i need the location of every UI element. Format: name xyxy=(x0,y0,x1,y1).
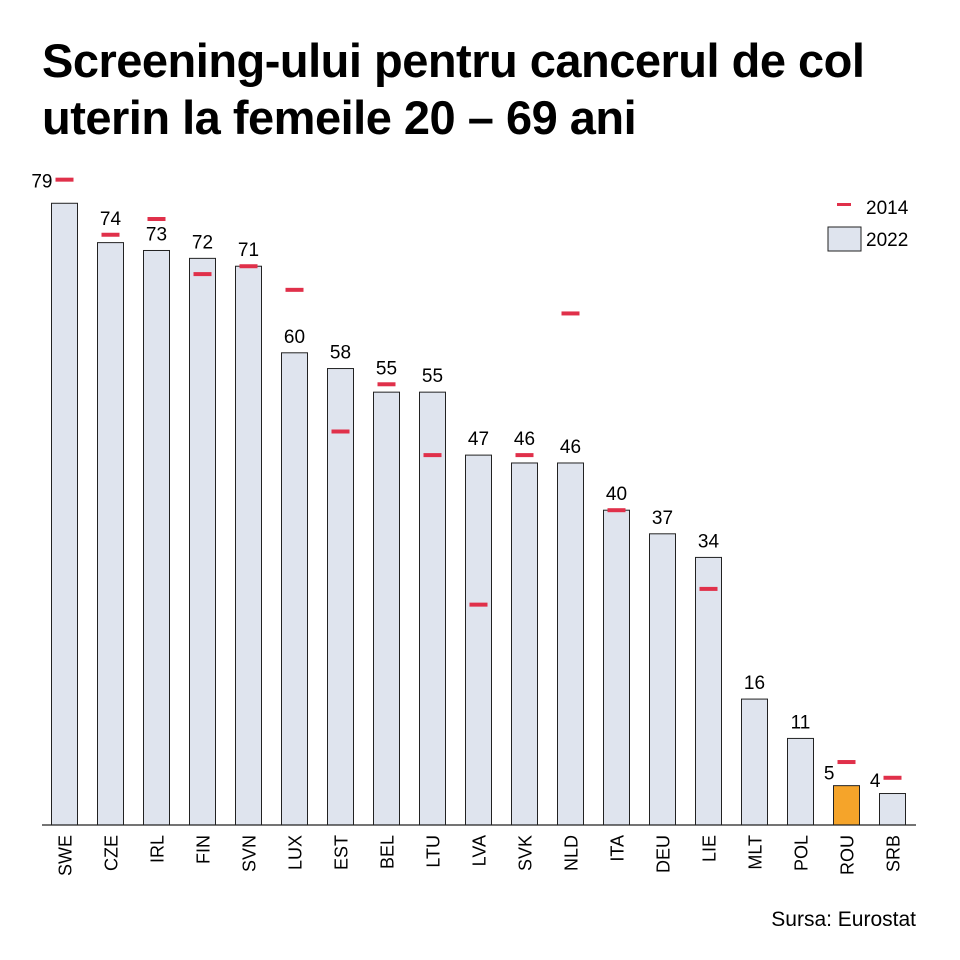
x-tick-label-CZE: CZE xyxy=(102,835,122,871)
value-label-LIE: 34 xyxy=(698,531,720,552)
x-tick-label-LTU: LTU xyxy=(424,835,444,868)
bar-LVA xyxy=(465,454,492,826)
x-tick-label-FIN: FIN xyxy=(194,835,214,864)
value-label-SWE: 79 xyxy=(31,172,52,193)
marker-2014-ITA xyxy=(607,508,626,513)
legend-label-2014: 2014 xyxy=(866,198,909,219)
value-label-LVA: 47 xyxy=(468,429,489,450)
x-tick-label-ITA: ITA xyxy=(608,835,628,862)
value-label-NLD: 46 xyxy=(560,437,581,458)
bar-BEL xyxy=(373,391,400,826)
value-label-EST: 58 xyxy=(330,343,351,364)
value-label-CZE: 74 xyxy=(100,209,122,230)
legend-marker-2014 xyxy=(837,203,851,206)
marker-2014-LVA xyxy=(469,602,488,607)
marker-2014-LIE xyxy=(699,586,718,591)
x-tick-label-BEL: BEL xyxy=(378,835,398,869)
marker-2014-LUX xyxy=(285,287,304,292)
x-tick-label-IRL: IRL xyxy=(148,835,168,863)
chart-title: Screening-ului pentru cancerul de col ut… xyxy=(42,34,865,144)
marker-2014-SVN xyxy=(239,264,258,269)
x-tick-label-ROU: ROU xyxy=(838,835,858,875)
x-tick-label-SVK: SVK xyxy=(516,835,536,871)
marker-2014-ROU xyxy=(837,760,856,765)
marker-2014-SRB xyxy=(883,775,902,780)
value-label-LTU: 55 xyxy=(422,366,443,387)
marker-2014-SWE xyxy=(55,177,74,182)
bar-SRB xyxy=(879,793,906,826)
bar-CZE xyxy=(97,242,124,826)
x-tick-label-MLT: MLT xyxy=(746,835,766,870)
bar-LIE xyxy=(695,556,722,826)
x-tick-label-SWE: SWE xyxy=(56,835,76,876)
x-tick-label-POL: POL xyxy=(792,835,812,871)
value-label-IRL: 73 xyxy=(146,224,167,245)
bar-POL xyxy=(787,737,814,826)
bar-SVN xyxy=(235,265,262,826)
x-tick-label-DEU: DEU xyxy=(654,835,674,873)
x-tick-label-LIE: LIE xyxy=(700,835,720,862)
bar-SVK xyxy=(511,462,538,826)
value-label-SVK: 46 xyxy=(514,429,535,450)
value-label-ITA: 40 xyxy=(606,484,627,505)
legend-label-2022: 2022 xyxy=(866,230,908,251)
marker-2014-BEL xyxy=(377,382,396,387)
x-tick-label-SRB: SRB xyxy=(884,835,904,872)
x-tick-label-EST: EST xyxy=(332,835,352,870)
bar-DEU xyxy=(649,533,676,826)
marker-2014-LTU xyxy=(423,453,442,458)
value-label-MLT: 16 xyxy=(744,673,765,694)
bar-FIN xyxy=(189,257,216,826)
value-label-FIN: 72 xyxy=(192,232,213,253)
marker-2014-FIN xyxy=(193,272,212,277)
marker-2014-NLD xyxy=(561,311,580,316)
marker-2014-CZE xyxy=(101,232,120,237)
value-label-LUX: 60 xyxy=(284,327,305,348)
value-label-SVN: 71 xyxy=(238,240,259,261)
x-tick-label-LVA: LVA xyxy=(470,835,490,866)
value-label-DEU: 37 xyxy=(652,508,673,529)
bar-MLT xyxy=(741,698,768,826)
source-note: Sursa: Eurostat xyxy=(771,908,916,931)
bar-ITA xyxy=(603,509,630,826)
bar-ROU xyxy=(833,785,860,826)
marker-2014-SVK xyxy=(515,453,534,458)
bar-IRL xyxy=(143,249,170,826)
bar-NLD xyxy=(557,462,584,826)
value-label-POL: 11 xyxy=(791,712,811,733)
value-label-ROU: 5 xyxy=(824,764,835,785)
bar-EST xyxy=(327,368,354,826)
bar-LUX xyxy=(281,352,308,826)
marker-2014-EST xyxy=(331,429,350,434)
value-label-BEL: 55 xyxy=(376,358,397,379)
legend-swatch-2022 xyxy=(827,226,862,252)
bar-SWE xyxy=(51,202,78,826)
x-tick-label-LUX: LUX xyxy=(286,835,306,870)
x-tick-label-NLD: NLD xyxy=(562,835,582,871)
x-tick-label-SVN: SVN xyxy=(240,835,260,872)
value-label-SRB: 4 xyxy=(870,771,881,792)
marker-2014-IRL xyxy=(147,217,166,222)
